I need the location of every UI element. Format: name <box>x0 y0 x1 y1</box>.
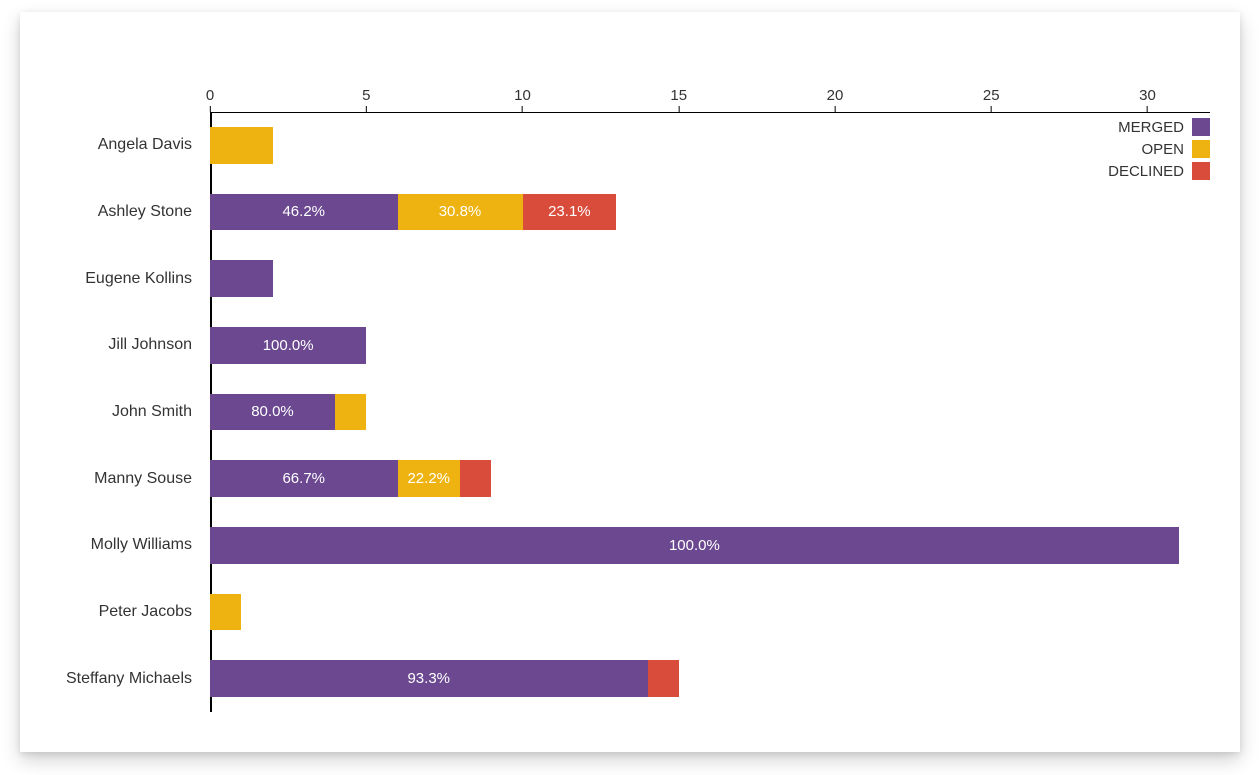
x-axis: 051015202530 <box>210 82 1210 113</box>
bar-segment-merged: 100.0% <box>210 527 1179 564</box>
bar-segment-label: 46.2% <box>282 203 325 220</box>
bar-segment-label: 93.3% <box>407 670 450 687</box>
x-tick-label: 30 <box>1139 87 1156 104</box>
bar-segment-merged <box>210 260 273 297</box>
x-tick: 10 <box>514 87 531 112</box>
y-label: Steffany Michaels <box>66 670 210 688</box>
x-tick-label: 20 <box>827 87 844 104</box>
bar-segment-declined <box>460 460 491 497</box>
bar-row: John Smith80.0% <box>210 394 1210 431</box>
chart-card: MERGEDOPENDECLINED 051015202530 Angela D… <box>20 12 1240 752</box>
x-tick: 15 <box>670 87 687 112</box>
x-tick: 20 <box>827 87 844 112</box>
y-label: Eugene Kollins <box>85 270 210 288</box>
x-tick-label: 5 <box>362 87 370 104</box>
y-label: Angela Davis <box>98 136 210 154</box>
bar-row: Manny Souse66.7%22.2% <box>210 460 1210 497</box>
x-tick-label: 0 <box>206 87 214 104</box>
bar-segment-open <box>210 127 273 164</box>
x-tick: 25 <box>983 87 1000 112</box>
bar-row: Steffany Michaels93.3% <box>210 660 1210 697</box>
bar-segment-declined: 23.1% <box>523 194 617 231</box>
bar-segment-label: 66.7% <box>282 470 325 487</box>
x-tick-label: 25 <box>983 87 1000 104</box>
bar-segment-open <box>335 394 366 431</box>
x-tick: 0 <box>206 87 214 112</box>
bar-row: Peter Jacobs <box>210 594 1210 631</box>
bar-segment-merged: 66.7% <box>210 460 398 497</box>
plot-wrap: 0 5 10 15 20 25 30 Angela Davis Ashley Stone 46.… <box>20 82 1240 712</box>
bar-segment-label: 30.8% <box>439 203 482 220</box>
x-tick: 30 <box>1139 87 1156 112</box>
bar-segment-merged: 80.0% <box>210 394 335 431</box>
bar-segment-label: 100.0% <box>669 537 720 554</box>
y-label: Ashley Stone <box>98 203 210 221</box>
bar-row: Angela Davis <box>210 127 1210 164</box>
y-label: John Smith <box>112 403 210 421</box>
bar-segment-open: 30.8% <box>398 194 523 231</box>
bar-segment-label: 22.2% <box>407 470 450 487</box>
bar-row: Eugene Kollins <box>210 260 1210 297</box>
x-tick-label: 15 <box>670 87 687 104</box>
bar-segment-open <box>210 594 241 631</box>
bar-segment-merged: 100.0% <box>210 327 366 364</box>
bar-row: Ashley Stone46.2%30.8%23.1% <box>210 194 1210 231</box>
plot-area: 051015202530 Angela DavisAshley Stone46.… <box>210 82 1210 712</box>
bar-row: Molly Williams100.0% <box>210 527 1210 564</box>
x-tick-label: 10 <box>514 87 531 104</box>
y-label: Jill Johnson <box>108 336 210 354</box>
y-label: Peter Jacobs <box>99 603 210 621</box>
bar-segment-label: 23.1% <box>548 203 591 220</box>
bars-container: Angela DavisAshley Stone46.2%30.8%23.1%E… <box>210 112 1210 712</box>
y-label: Manny Souse <box>94 470 210 488</box>
bar-segment-open: 22.2% <box>398 460 461 497</box>
chart-stage: MERGEDOPENDECLINED 051015202530 Angela D… <box>0 0 1260 775</box>
bar-segment-declined <box>648 660 679 697</box>
bar-segment-merged: 93.3% <box>210 660 648 697</box>
bar-segment-label: 80.0% <box>251 403 294 420</box>
x-tick: 5 <box>362 87 370 112</box>
bar-segment-label: 100.0% <box>263 337 314 354</box>
bar-segment-merged: 46.2% <box>210 194 398 231</box>
bar-row: Jill Johnson100.0% <box>210 327 1210 364</box>
y-label: Molly Williams <box>91 536 210 554</box>
